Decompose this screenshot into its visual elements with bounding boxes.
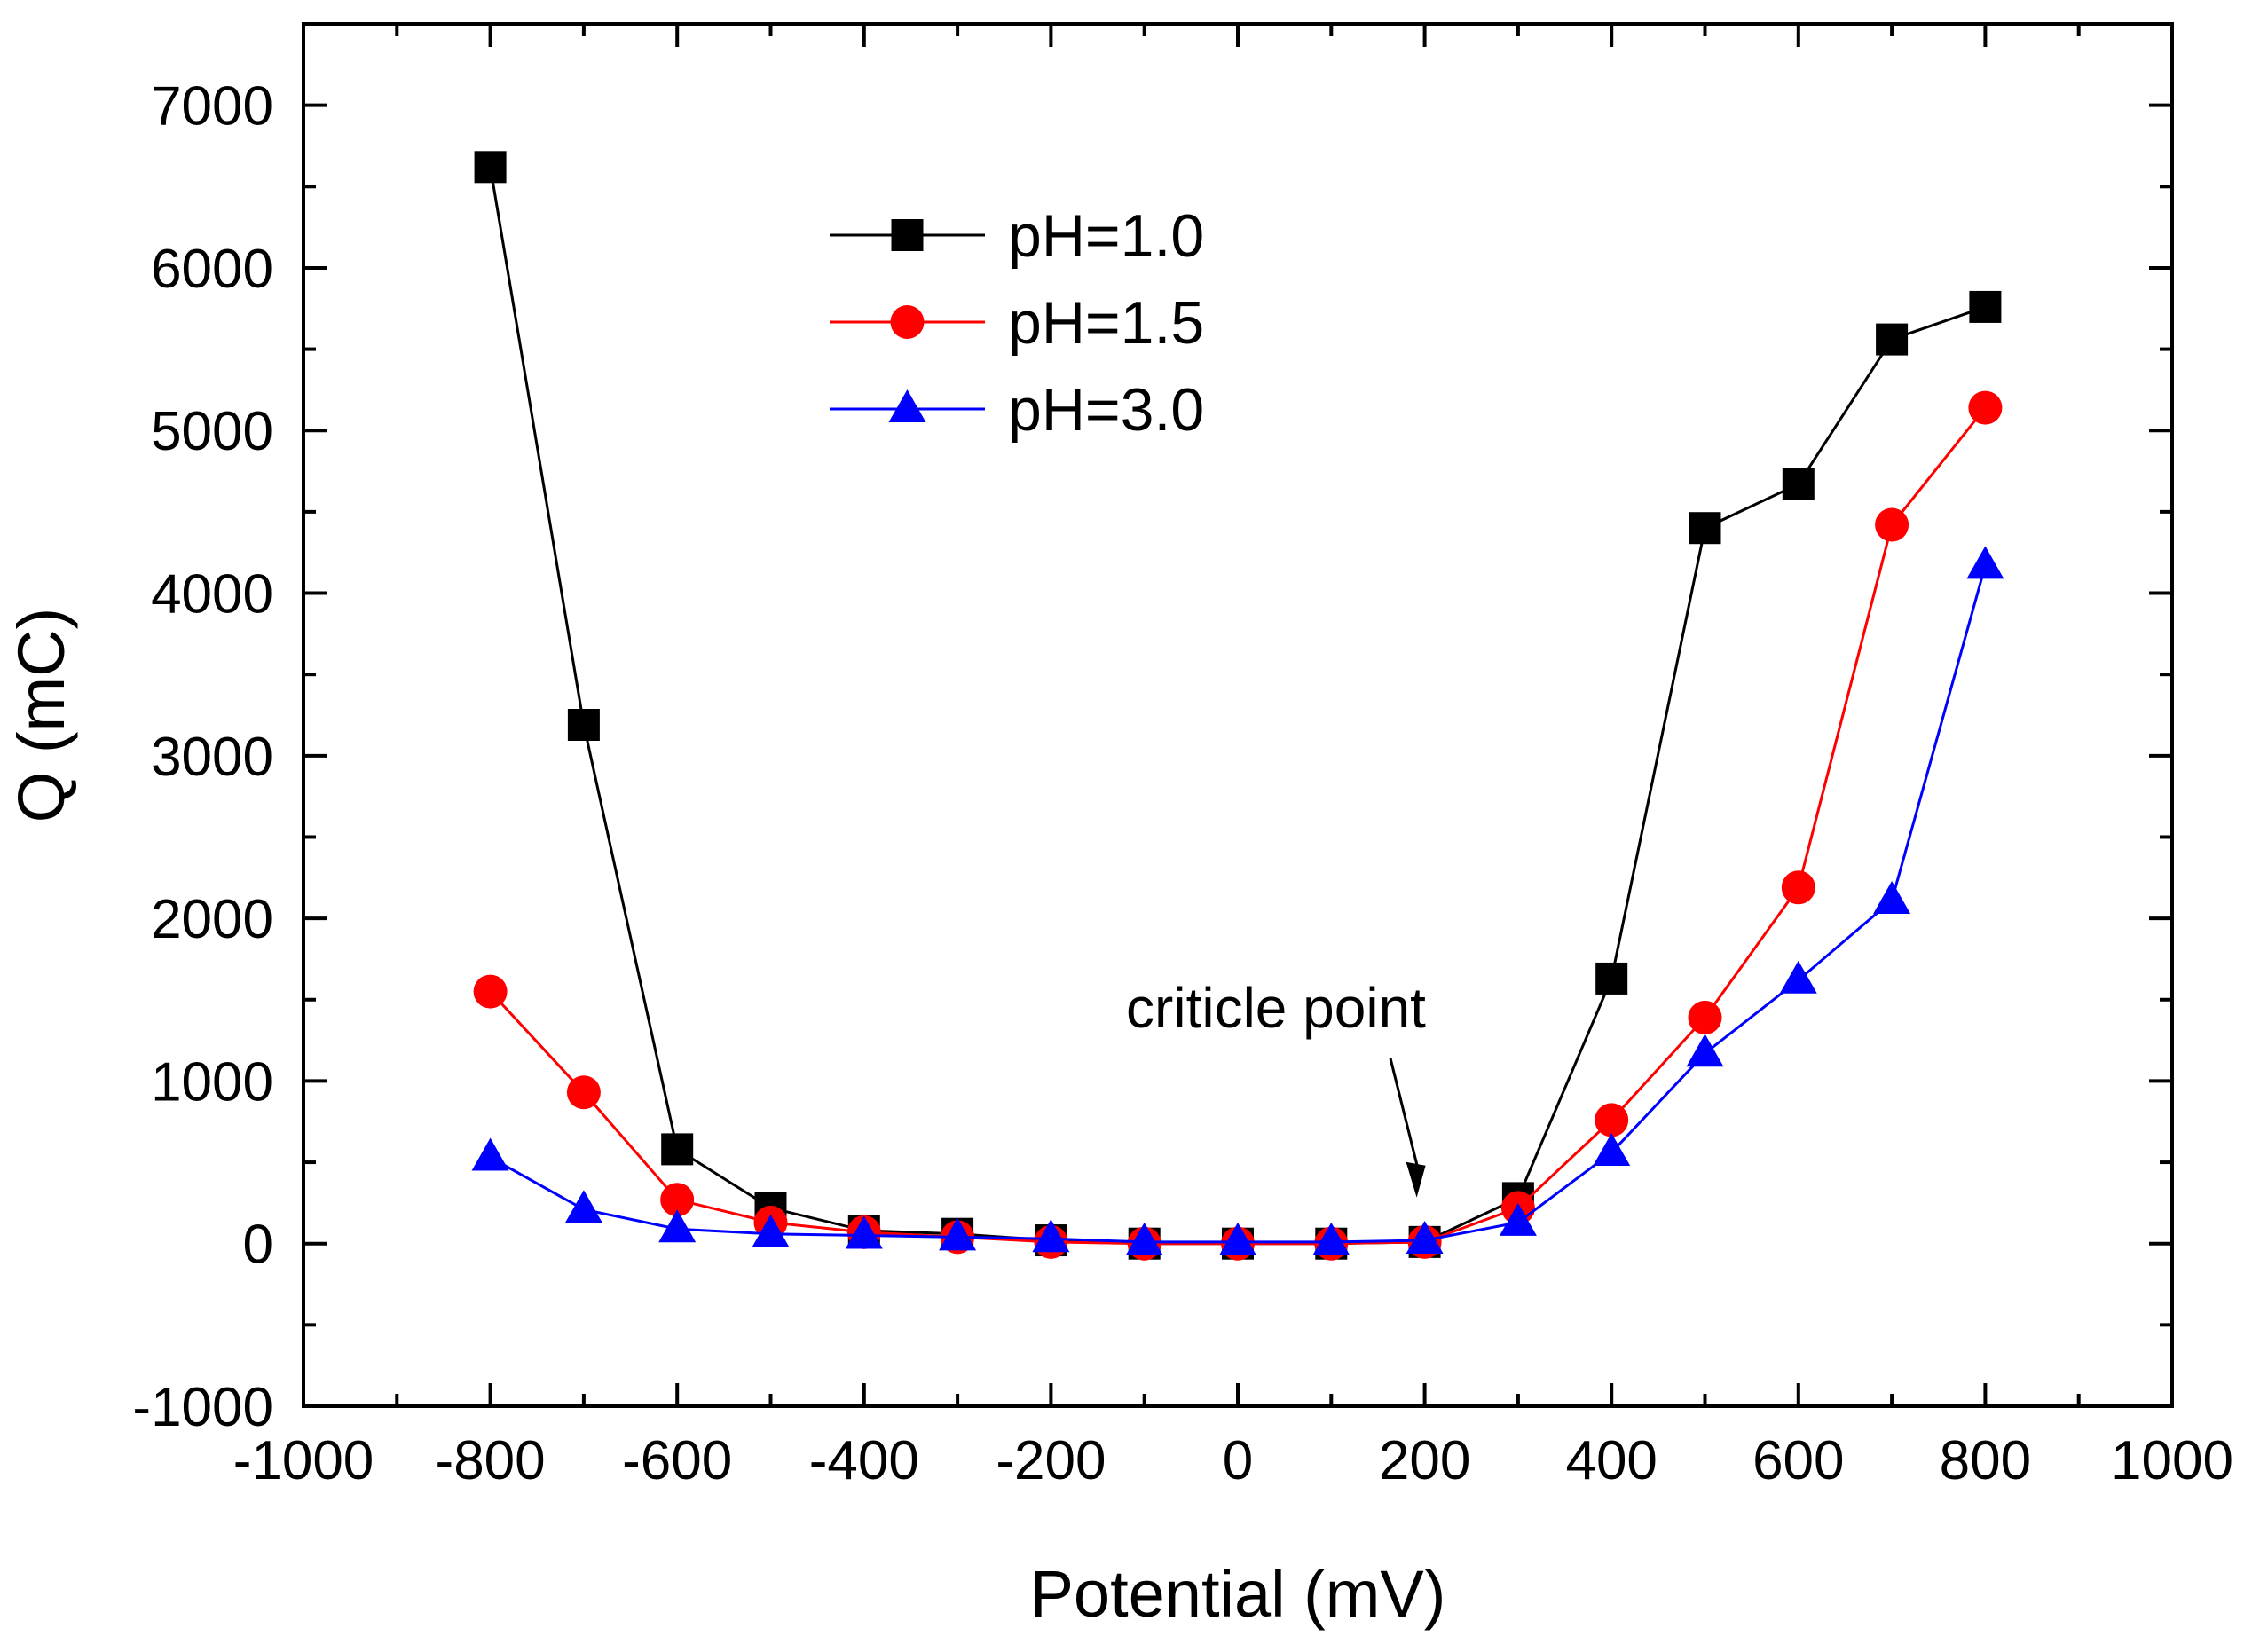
data-point [1873, 880, 1911, 914]
legend-label: pH=1.0 [1008, 202, 1204, 270]
data-point [471, 1137, 509, 1171]
data-point [1689, 512, 1721, 545]
x-tick-label: -200 [996, 1430, 1106, 1491]
y-axis-title: Q (mC) [4, 608, 78, 823]
y-tick-label: -1000 [132, 1377, 273, 1438]
series-circle [473, 390, 2003, 1261]
data-point [1688, 1000, 1722, 1034]
annotation-text: criticle point [1126, 976, 1426, 1040]
legend-marker [891, 219, 924, 251]
y-tick-label: 5000 [151, 401, 273, 462]
legend: pH=1.0 pH=1.5 pH=3.0 [830, 202, 1204, 444]
data-point [1219, 1222, 1256, 1255]
series-square [474, 151, 2002, 1260]
y-tick-label: 7000 [151, 76, 273, 138]
ticks-layer: -1000 -800 -600 -400 -200 0 200 400 600 800 1000 -1… [132, 24, 2233, 1491]
legend-label: pH=1.5 [1008, 289, 1204, 357]
data-point [1686, 1034, 1724, 1067]
x-tick-label: 1000 [2111, 1430, 2233, 1491]
x-tick-label: -800 [436, 1430, 546, 1491]
data-point [1499, 1202, 1537, 1236]
x-tick-label: -1000 [233, 1430, 374, 1491]
data-point [564, 1190, 602, 1223]
x-tick-label: 200 [1379, 1430, 1470, 1491]
data-point [566, 1075, 601, 1110]
data-point [1125, 1222, 1163, 1255]
data-point [1876, 323, 1909, 356]
x-axis-title: Potential (mV) [1030, 1557, 1446, 1631]
y-tick-label: 1000 [151, 1051, 273, 1113]
series-triangle [471, 546, 2004, 1255]
data-point [1781, 870, 1815, 905]
y-tick-label: 2000 [151, 889, 273, 950]
series-line [489, 564, 1987, 1244]
y-tick-label: 6000 [151, 239, 273, 300]
series-line [489, 167, 1986, 1246]
legend-label: pH=3.0 [1008, 376, 1204, 444]
y-tick-label: 3000 [151, 727, 273, 788]
annotation-layer: criticle point [1126, 976, 1426, 1198]
data-point [660, 1183, 695, 1217]
legend-item: pH=1.5 [830, 289, 1204, 357]
plot-area-frame [302, 22, 2174, 1408]
legend-marker [890, 305, 925, 339]
data-point [1782, 468, 1815, 500]
x-tick-label: 0 [1223, 1430, 1253, 1491]
data-point [845, 1215, 883, 1249]
data-point [1779, 960, 1817, 994]
annotation-arrow-head [1406, 1161, 1426, 1198]
data-point [752, 1214, 790, 1247]
data-point [1969, 290, 2002, 323]
legend-marker [888, 389, 926, 422]
data-point [474, 151, 507, 184]
x-tick-label: -600 [622, 1430, 732, 1491]
series-line [489, 406, 1987, 1246]
data-point [1406, 1221, 1444, 1255]
data-point [1595, 1103, 1629, 1137]
x-tick-label: 800 [1940, 1430, 2031, 1491]
data-point [1032, 1219, 1070, 1253]
data-point [1312, 1222, 1350, 1255]
data-point [661, 1133, 694, 1166]
data-point [1593, 1133, 1631, 1167]
annotation: criticle point [1126, 976, 1426, 1198]
data-point [1968, 390, 2003, 425]
data-point [1875, 507, 1909, 542]
data-point [1595, 962, 1628, 995]
data-point [567, 708, 600, 741]
x-tick-label: -400 [809, 1430, 919, 1491]
annotation-arrow-shaft [1389, 1058, 1421, 1172]
y-tick-label: 0 [243, 1215, 273, 1276]
legend-item: pH=1.0 [830, 202, 1204, 270]
x-tick-label: 400 [1565, 1430, 1657, 1491]
data-point [1966, 546, 2004, 579]
data-point [473, 974, 508, 1009]
data-point [939, 1217, 977, 1251]
x-tick-label: 600 [1752, 1430, 1844, 1491]
y-tick-label: 4000 [151, 564, 273, 625]
data-point [658, 1209, 697, 1243]
series-layer [471, 151, 2004, 1261]
legend-item: pH=3.0 [830, 376, 1204, 444]
